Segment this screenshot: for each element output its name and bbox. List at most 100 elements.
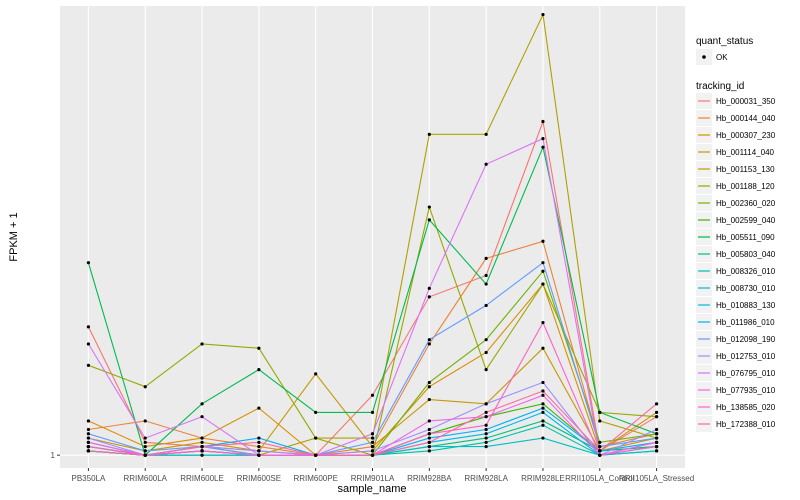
data-point: [484, 303, 488, 308]
data-point: [427, 286, 431, 290]
data-point: [427, 397, 431, 402]
data-point: [541, 410, 545, 414]
legend-label: Hb_011986_010: [716, 318, 775, 327]
legend-title-tracking-id: tracking_id: [696, 81, 744, 92]
data-point: [598, 410, 602, 414]
legend-label: Hb_005803_040: [716, 250, 776, 259]
x-tick-label: RRII105LA_Stressed: [619, 474, 694, 483]
data-point: [541, 346, 545, 350]
legend-label: Hb_008326_010: [716, 267, 776, 276]
data-point: [541, 12, 545, 17]
data-point: [86, 427, 91, 432]
legend-point-symbol: [702, 55, 706, 59]
data-point: [257, 368, 261, 372]
data-point: [427, 380, 431, 385]
data-point: [86, 432, 91, 436]
data-point: [427, 445, 431, 449]
data-point: [86, 449, 91, 453]
data-point: [484, 415, 488, 419]
data-point: [541, 282, 545, 286]
shape-legend: OK: [696, 49, 728, 65]
data-point: [427, 132, 431, 136]
data-point: [427, 440, 431, 444]
data-point: [143, 440, 147, 444]
data-point: [370, 449, 375, 453]
data-point: [143, 385, 147, 389]
legend-label: Hb_002360_020: [716, 199, 776, 208]
x-tick-label: RRIM600LE: [180, 474, 224, 483]
data-point: [86, 436, 91, 440]
data-point: [257, 453, 261, 457]
data-point: [257, 436, 261, 440]
data-point: [427, 338, 431, 342]
data-point: [86, 363, 91, 367]
legend-label: Hb_001114_040: [716, 148, 775, 157]
x-tick-label: RRIM600LA: [123, 474, 167, 483]
data-point: [598, 440, 602, 444]
legend-label: Hb_138585_020: [716, 403, 776, 412]
data-point: [541, 320, 545, 325]
data-point: [370, 410, 375, 414]
data-point: [541, 419, 545, 423]
legend-label: Hb_000144_040: [716, 114, 776, 123]
data-point: [200, 453, 204, 457]
data-point: [654, 440, 659, 444]
data-point: [654, 449, 659, 453]
data-point: [200, 445, 204, 449]
data-point: [200, 342, 204, 346]
data-point: [541, 406, 545, 410]
legend-label: Hb_001153_130: [716, 165, 775, 174]
data-point: [143, 436, 147, 440]
x-tick-label: RRIM928LA: [464, 474, 508, 483]
legend-label: Hb_076795_010: [716, 369, 776, 378]
legend-label: Hb_172388_010: [716, 420, 776, 429]
data-point: [541, 261, 545, 265]
data-point: [200, 440, 204, 444]
x-tick-label: RRIM600SE: [237, 474, 281, 483]
legend-label: Hb_005511_090: [716, 233, 775, 242]
data-point: [257, 449, 261, 453]
y-axis: 1: [51, 451, 60, 460]
data-point: [484, 445, 488, 449]
data-point: [484, 132, 488, 136]
data-point: [427, 205, 431, 209]
data-point: [370, 432, 375, 436]
data-point: [427, 295, 431, 299]
y-tick-label: 1: [51, 451, 56, 460]
data-point: [200, 436, 204, 440]
data-point: [200, 402, 204, 406]
data-point: [541, 423, 545, 427]
data-point: [427, 385, 431, 389]
x-tick-label: RRIM928BA: [407, 474, 452, 483]
data-point: [541, 269, 545, 273]
data-point: [427, 419, 431, 423]
data-point: [541, 137, 545, 141]
data-point: [484, 162, 488, 166]
legend-label: Hb_012753_010: [716, 352, 776, 361]
legend-label: Hb_000031_350: [716, 97, 776, 106]
legend-label: Hb_002599_040: [716, 216, 776, 225]
data-point: [654, 415, 659, 419]
data-point: [598, 453, 602, 457]
data-point: [654, 410, 659, 414]
data-point: [598, 419, 602, 423]
data-point: [484, 436, 488, 440]
data-point: [86, 419, 91, 423]
data-point: [484, 427, 488, 432]
data-point: [143, 453, 147, 457]
data-point: [427, 436, 431, 440]
data-point: [86, 445, 91, 449]
data-point: [484, 273, 488, 278]
data-point: [541, 402, 545, 406]
data-point: [598, 445, 602, 449]
data-point: [257, 346, 261, 350]
series-points: [86, 12, 659, 457]
x-tick-label: RRIM901LA: [351, 474, 395, 483]
data-point: [541, 380, 545, 385]
data-point: [86, 440, 91, 444]
data-point: [541, 389, 545, 393]
legend-label: Hb_012098_190: [716, 335, 776, 344]
data-point: [484, 440, 488, 444]
data-point: [143, 449, 147, 453]
